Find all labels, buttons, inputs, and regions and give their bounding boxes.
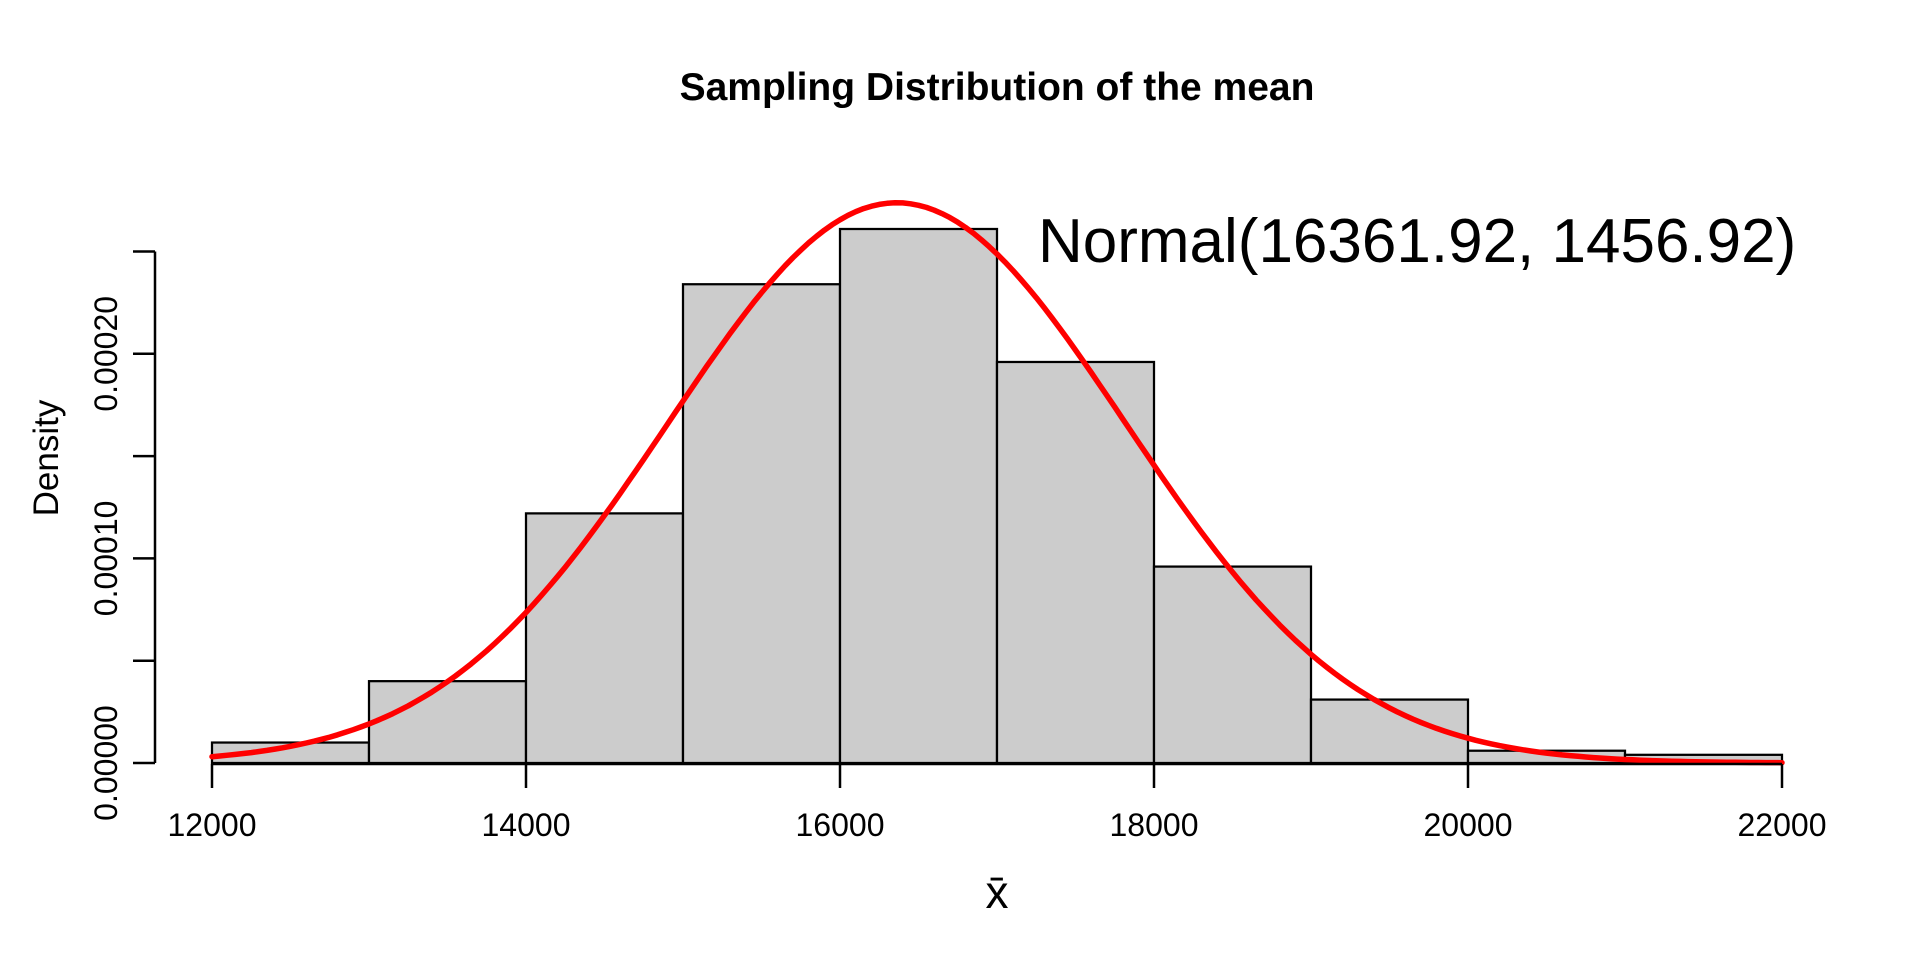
histogram-bar <box>995 360 1156 765</box>
x-tick-label: 16000 <box>796 807 885 843</box>
x-tick-label: 14000 <box>482 807 571 843</box>
x-tick-label: 22000 <box>1738 807 1827 843</box>
histogram-bar <box>367 680 528 765</box>
histogram-bar <box>1152 565 1313 765</box>
normal-annotation: Normal(16361.92, 1456.92) <box>1038 207 1796 276</box>
x-tick-label: 20000 <box>1424 807 1513 843</box>
normal-curve <box>209 200 1785 766</box>
histogram-bar <box>524 512 685 765</box>
y-axis: 0.00000 0.00010 0.00020 <box>88 250 157 821</box>
bars-group <box>210 227 1784 765</box>
y-axis-title: Density <box>27 399 66 516</box>
x-tick-label: 18000 <box>1110 807 1199 843</box>
x-tick-label: 12000 <box>168 807 257 843</box>
y-tick-label: 0.00000 <box>88 705 124 821</box>
y-tick-label: 0.00010 <box>88 501 124 617</box>
chart-title: Sampling Distribution of the mean <box>680 66 1315 109</box>
x-axis: 12000 14000 16000 18000 20000 22000 <box>168 762 1827 843</box>
x-axis-title: x̄ <box>986 866 1009 918</box>
histogram-bar <box>681 283 842 765</box>
histogram-bar <box>838 227 999 765</box>
y-tick-label: 0.00020 <box>88 296 124 412</box>
